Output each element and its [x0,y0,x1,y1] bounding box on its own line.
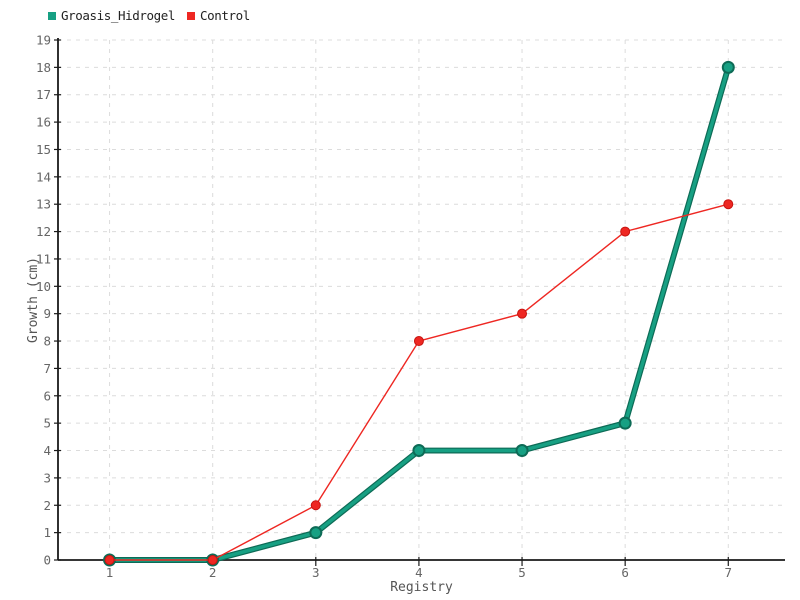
y-tick-label: 14 [36,169,51,184]
y-tick-label: 5 [43,416,51,431]
series-control [104,199,734,565]
legend-item-control[interactable]: Control [187,8,250,23]
x-tick-label: 6 [621,565,629,580]
y-tick-label: 17 [36,87,51,102]
x-tick-label: 2 [209,565,217,580]
data-point [517,308,528,319]
data-point [413,336,424,347]
y-tick-label: 0 [43,553,51,568]
data-point [310,500,321,511]
y-tick-label: 12 [36,224,51,239]
groasis-hidrogel-swatch-icon [48,12,56,20]
data-point [721,60,735,74]
gridlines [58,39,785,560]
x-tick-label: 3 [312,565,320,580]
y-tick-label: 18 [36,60,51,75]
data-point [207,555,218,565]
x-tick-label: 4 [415,565,423,580]
x-tick-label: 5 [518,565,526,580]
y-tick-label: 9 [43,306,51,321]
x-tick-label: 7 [725,565,733,580]
y-tick-label: 15 [36,142,51,157]
data-point [620,226,631,237]
y-tick-label: 8 [43,334,51,349]
data-point [723,199,734,210]
data-point [412,444,426,458]
y-tick-label: 19 [36,33,51,48]
data-point [309,526,323,540]
legend-label-groasis-hidrogel: Groasis_Hidrogel [61,8,176,23]
x-axis-title: Registry [390,580,453,595]
y-tick-label: 4 [43,443,51,458]
y-tick-label: 2 [43,498,51,513]
legend-item-groasis-hidrogel[interactable]: Groasis_Hidrogel [48,8,175,23]
y-tick-label: 7 [43,361,51,376]
legend-label-control: Control [200,8,250,23]
y-tick-label: 11 [36,251,51,266]
y-tick-label: 6 [43,388,51,403]
legend: Groasis_Hidrogel Control [48,8,250,23]
y-tick-label: 13 [36,197,51,212]
data-point [618,416,632,430]
y-tick-label: 10 [36,279,51,294]
x-tick-label: 1 [106,565,114,580]
y-axis-title: Growth (cm) [26,257,41,343]
y-tick-label: 16 [36,115,51,130]
control-swatch-icon [187,12,196,20]
y-tick-label: 1 [43,525,51,540]
data-point [104,555,115,565]
data-point [515,444,529,458]
y-tick-label: 3 [43,470,51,485]
